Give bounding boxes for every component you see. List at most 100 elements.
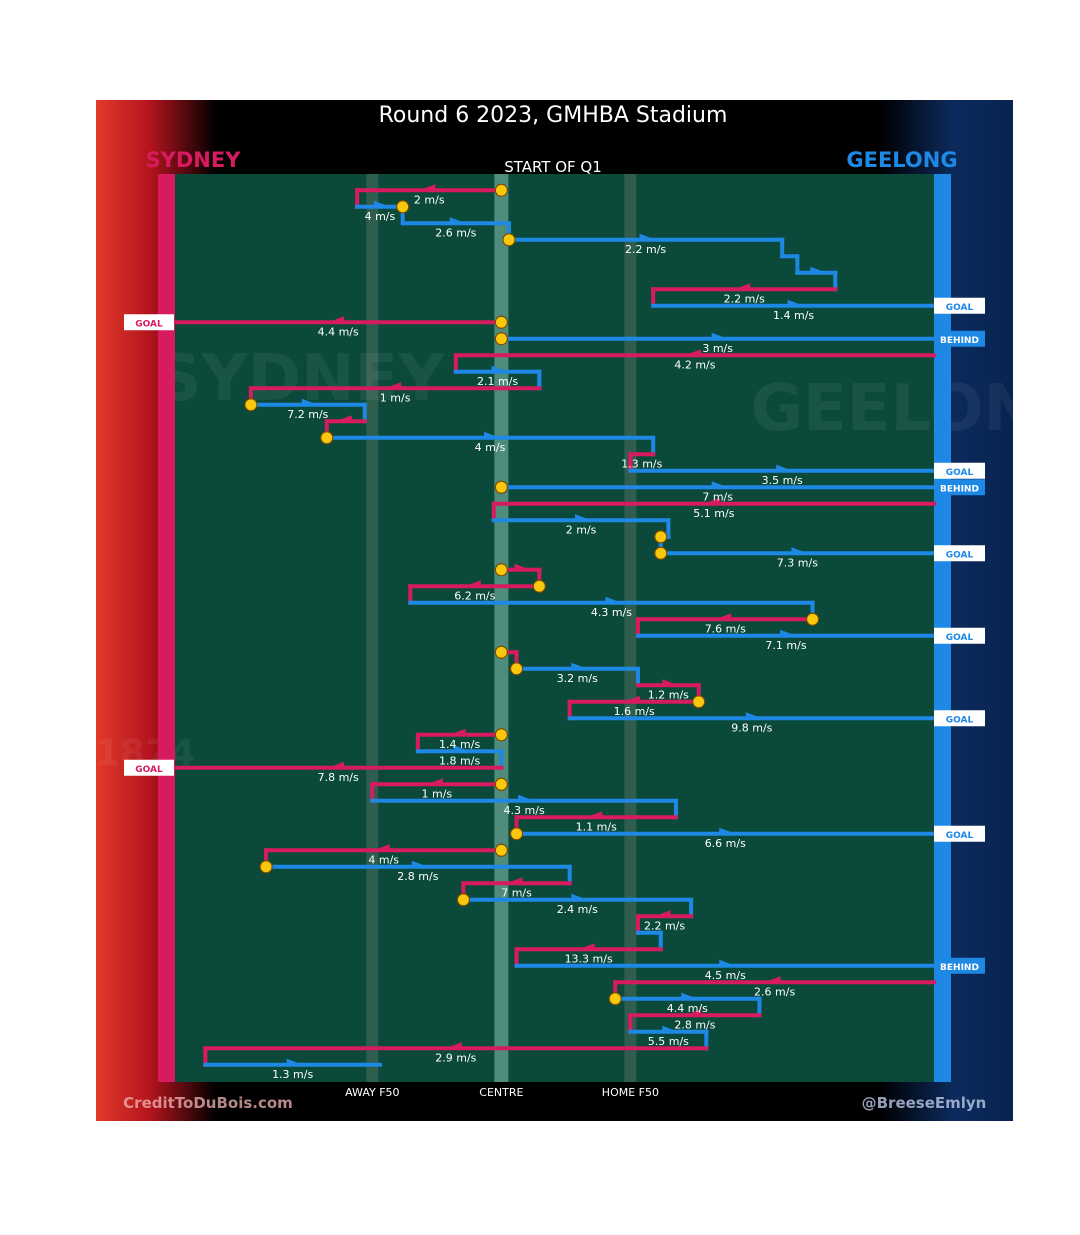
- direction-arrow: [571, 662, 588, 670]
- direction-arrow: [301, 398, 318, 406]
- direction-arrow: [373, 844, 390, 852]
- result-badge: [934, 330, 985, 347]
- speed-label: 4 m/s: [475, 441, 506, 454]
- result-label: BEHIND: [940, 963, 979, 973]
- speed-label: 4.4 m/s: [318, 325, 359, 338]
- result-label: GOAL: [946, 468, 974, 478]
- speed-label: 2.6 m/s: [435, 226, 476, 239]
- speed-label: 4.4 m/s: [667, 1002, 708, 1015]
- direction-arrow: [449, 217, 466, 225]
- speed-label: 7.2 m/s: [287, 408, 328, 421]
- ball-dot: [494, 843, 508, 857]
- ball-dot: [494, 332, 508, 346]
- speed-label: 2 m/s: [414, 193, 445, 206]
- direction-arrow: [445, 1042, 462, 1050]
- result-label: GOAL: [135, 765, 163, 775]
- direction-arrow: [711, 332, 728, 340]
- speed-label: 5.1 m/s: [693, 507, 734, 520]
- chart-title: Round 6 2023, GMHBA Stadium: [379, 103, 728, 128]
- direction-arrow: [453, 745, 470, 753]
- direction-arrow: [483, 431, 500, 439]
- direction-arrow: [662, 1025, 679, 1033]
- ball-dot: [244, 398, 258, 412]
- result-badge: [934, 825, 985, 842]
- result-label: GOAL: [946, 715, 974, 725]
- direction-arrow: [684, 1009, 701, 1017]
- direction-arrow: [449, 728, 466, 736]
- speed-label: 3.2 m/s: [557, 672, 598, 685]
- speed-label: 7.8 m/s: [318, 771, 359, 784]
- direction-arrow: [335, 415, 352, 423]
- speed-label: 2.8 m/s: [397, 870, 438, 883]
- speed-label: 2.8 m/s: [674, 1018, 715, 1031]
- speed-label: 4 m/s: [368, 853, 399, 866]
- direction-arrow: [518, 794, 535, 802]
- result-label: GOAL: [946, 303, 974, 313]
- team-right-name: GEELONG: [846, 148, 957, 172]
- chain-layer: 2 m/s 4 m/s 2.6 m/s 2.2 m/s 2.2 m/s 1.4 m/s 4.…: [124, 183, 985, 1081]
- sydney-goal-line: [158, 174, 175, 1082]
- ball-dot: [494, 777, 508, 791]
- speed-label: 2.2 m/s: [644, 919, 685, 932]
- speed-label: 3 m/s: [702, 342, 733, 355]
- result-label: GOAL: [946, 633, 974, 643]
- direction-arrow: [464, 580, 481, 588]
- direction-arrow: [578, 943, 595, 951]
- ball-dot: [654, 546, 668, 560]
- axis-label-centre: CENTRE: [479, 1086, 523, 1099]
- speed-label: 7.6 m/s: [705, 622, 746, 635]
- result-badge: [934, 710, 985, 727]
- speed-label: 1.4 m/s: [439, 738, 480, 751]
- speed-label: 6.6 m/s: [705, 837, 746, 850]
- direction-arrow: [734, 283, 751, 291]
- direction-arrow: [776, 464, 793, 472]
- ball-dot: [494, 480, 508, 494]
- ball-dot: [608, 992, 622, 1006]
- ball-dot: [509, 827, 524, 841]
- speed-label: 2.4 m/s: [557, 903, 598, 916]
- direction-arrow: [711, 481, 728, 489]
- centre-band: [494, 174, 509, 1082]
- ball-dot: [654, 530, 668, 544]
- speed-label: 4 m/s: [365, 210, 396, 223]
- result-badge: [934, 545, 985, 562]
- away-f50-band: [366, 174, 379, 1082]
- direction-arrow: [419, 184, 436, 192]
- speed-label: 4.5 m/s: [705, 969, 746, 982]
- ball-dot: [259, 860, 273, 874]
- result-badge: [934, 462, 985, 479]
- speed-label: 1 m/s: [422, 787, 453, 800]
- result-badge: [124, 759, 174, 776]
- ball-dot: [805, 612, 820, 626]
- direction-arrow: [662, 679, 679, 687]
- direction-arrow: [586, 811, 603, 819]
- result-badge: [124, 314, 174, 331]
- direction-arrow: [514, 563, 531, 571]
- speed-label: 4.3 m/s: [591, 606, 632, 619]
- direction-arrow: [703, 497, 720, 505]
- direction-arrow: [787, 299, 804, 307]
- direction-arrow: [810, 266, 827, 274]
- speed-label: 1.4 m/s: [773, 309, 814, 322]
- speed-label: 2.2 m/s: [724, 292, 765, 305]
- result-label: BEHIND: [940, 484, 979, 494]
- speed-label: 2.2 m/s: [625, 243, 666, 256]
- speed-label: 13.3 m/s: [565, 952, 613, 965]
- ball-dot: [494, 315, 508, 329]
- playing-field: [175, 174, 934, 1082]
- speed-label: 4.3 m/s: [504, 804, 545, 817]
- ball-dot: [532, 579, 546, 593]
- ball-dot: [494, 183, 508, 197]
- direction-arrow: [491, 365, 508, 373]
- ball-dot: [502, 233, 516, 247]
- ball-dot: [692, 695, 706, 709]
- direction-arrow: [385, 382, 402, 390]
- result-badge: [934, 479, 985, 496]
- credit-right: @BreeseEmlyn: [862, 1094, 987, 1112]
- speed-label: 1.6 m/s: [614, 705, 655, 718]
- direction-arrow: [779, 629, 796, 637]
- direction-arrow: [719, 959, 736, 967]
- speed-label: 7.3 m/s: [777, 556, 818, 569]
- direction-arrow: [506, 877, 523, 885]
